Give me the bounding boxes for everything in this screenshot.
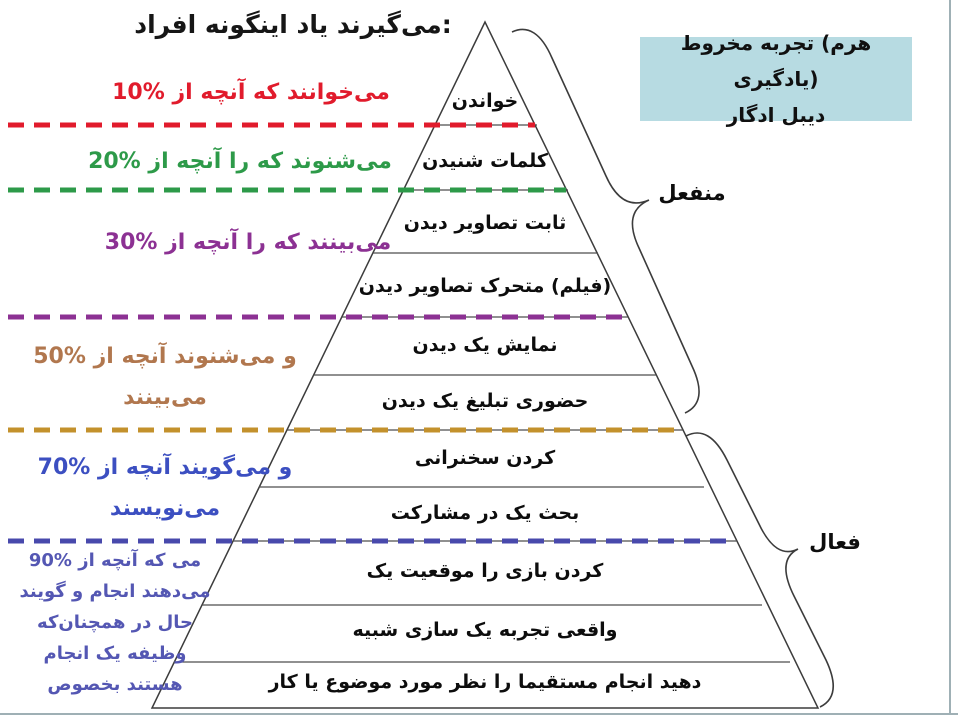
retention-label-10: 10% از آنچه که می‌خوانند (112, 80, 390, 105)
pyramid-level-demonstration: دیدن یک تبلیغ حضوری (381, 390, 589, 412)
active-group-label: فعال (809, 530, 861, 554)
pyramid-level-reading: خواندن (451, 90, 519, 112)
retention-label-50-line2: می‌بینند (123, 385, 207, 410)
pyramid-level-motion-pictures: دیدن تصاویر متحرک (فیلم) (358, 275, 612, 297)
title-box: مخروط تجربه (هرم یادگیری) ادگار دیبل (640, 31, 912, 127)
retention-dashed-lines (8, 122, 735, 544)
retention-label-90-line3: همچنان‌که در حال (37, 612, 193, 633)
retention-label-70-line1: 70% از آنچه می‌گویند و (37, 455, 293, 480)
passive-group-label: منفعل (658, 181, 726, 205)
title-box-line2: ادگار دیبل (726, 103, 826, 127)
passive-brace (511, 28, 700, 414)
title-box-line1: مخروط تجربه (هرم یادگیری) (680, 31, 872, 91)
pyramid-level-do-real-thing: کار یا موضوع مورد نظر را مستقیما انجام د… (268, 671, 702, 693)
pyramid-level-giving-talk: سخنرانی کردن (414, 447, 556, 469)
retention-label-30: 30% از آنچه را که می‌بینند (104, 230, 392, 255)
retention-label-20: 20% از آنچه را که می‌شنوند (88, 149, 392, 174)
active-brace (685, 432, 834, 708)
page-title: افراد اینگونه یاد می‌گیرند: (134, 10, 452, 39)
retention-label-90: 90% از آنچه که می گویند و انجام می‌دهند … (5, 545, 225, 700)
grouping-braces (511, 28, 834, 708)
pyramid-level-exhibit: دیدن یک نمایش (412, 334, 558, 356)
retention-label-50-line1: 50% از آنچه می‌شنوند و (33, 344, 297, 369)
retention-label-70-line2: می‌نویسند (109, 496, 221, 521)
retention-label-90-line5: بخصوص هستند (47, 674, 183, 695)
retention-label-90-line4: انجام یک وظیفه (43, 643, 187, 664)
pyramid-level-still-pictures: دیدن تصاویر ثابت (403, 212, 567, 234)
retention-label-50: 50% از آنچه می‌شنوند و می‌بینند (10, 336, 320, 418)
pyramid-level-simulation: شبیه سازی یک تجربه واقعی (352, 619, 618, 641)
retention-label-70: 70% از آنچه می‌گویند و می‌نویسند (10, 447, 320, 529)
pyramid-outline (150, 20, 820, 709)
pyramid-level-hearing-words: شنیدن کلمات (422, 150, 548, 172)
retention-label-90-line2: گویند و انجام می‌دهند (19, 581, 211, 602)
retention-label-90-line1: 90% از آنچه که می (28, 550, 202, 571)
pyramid-level-role-play: یک موقعیت را بازی کردن (366, 560, 604, 582)
pyramid-level-discussion: مشارکت در یک بحث (390, 502, 580, 524)
